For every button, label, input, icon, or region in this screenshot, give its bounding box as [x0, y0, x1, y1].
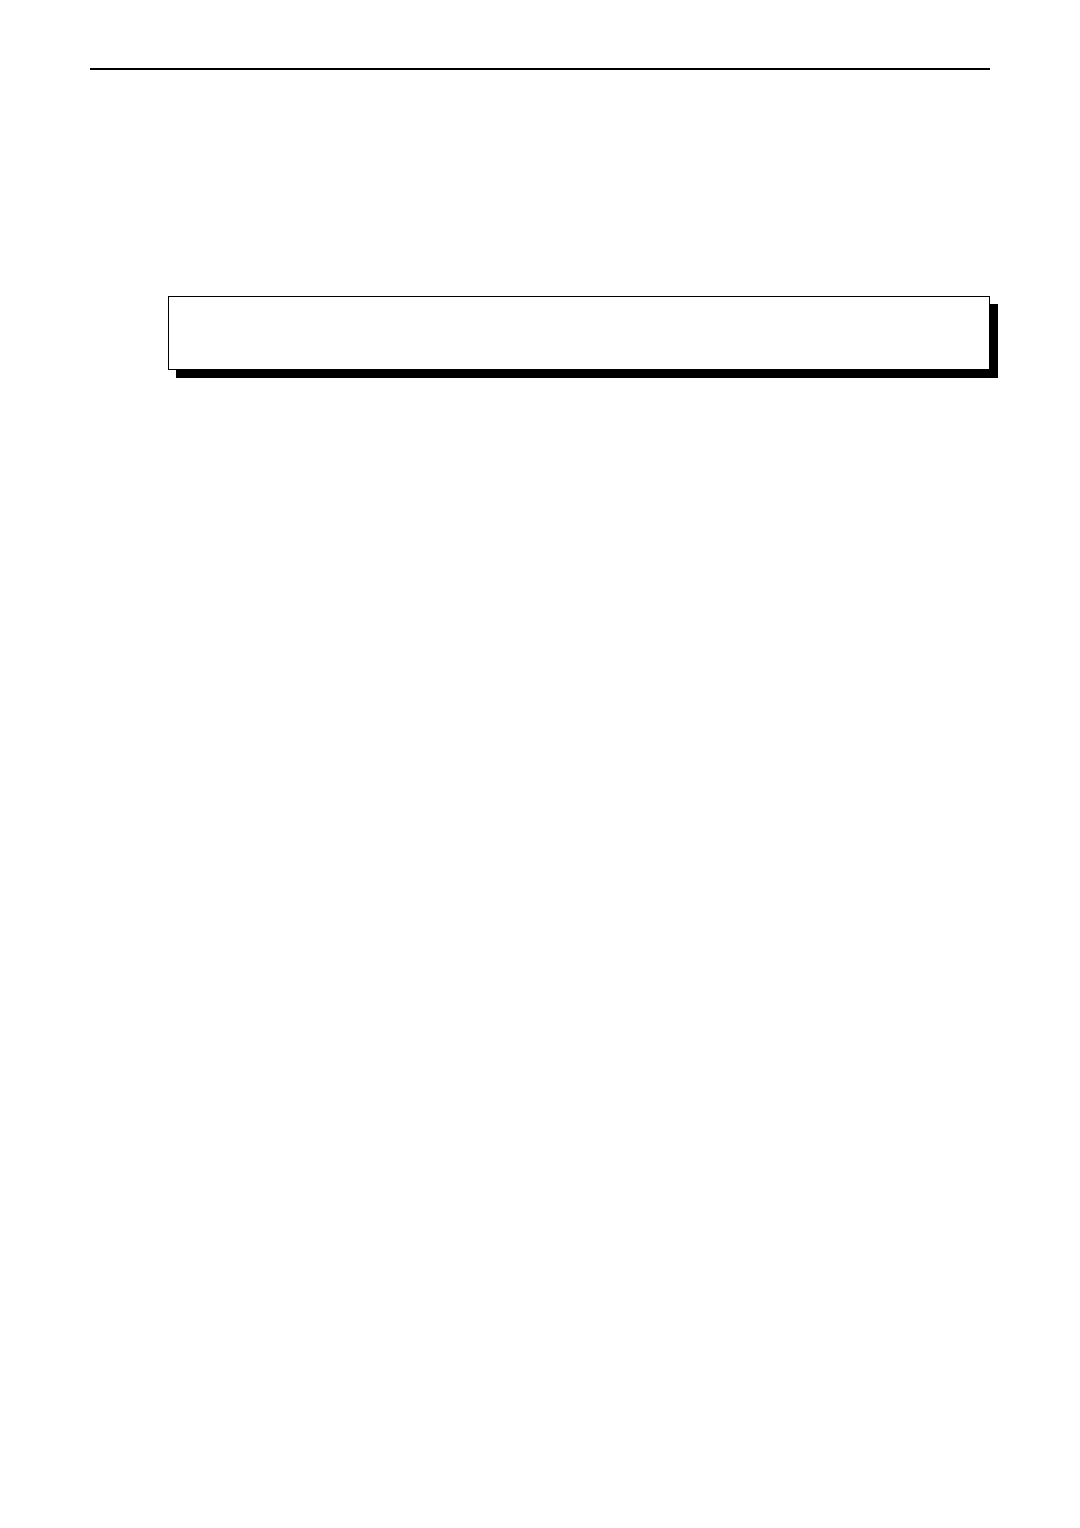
advantages-list — [168, 194, 990, 218]
header-rule — [90, 68, 990, 70]
section-body — [168, 108, 990, 148]
section-1-3 — [90, 176, 990, 250]
procedure-box — [168, 296, 990, 370]
procedure-list — [229, 313, 969, 345]
box-content — [168, 296, 990, 370]
page — [0, 0, 1080, 458]
section-1-2 — [90, 90, 990, 148]
disadvantages-list — [168, 234, 990, 250]
section-1-4 — [90, 278, 990, 370]
disadvantages-list — [168, 140, 990, 148]
advantages-list — [168, 108, 990, 124]
section-body — [168, 194, 990, 250]
